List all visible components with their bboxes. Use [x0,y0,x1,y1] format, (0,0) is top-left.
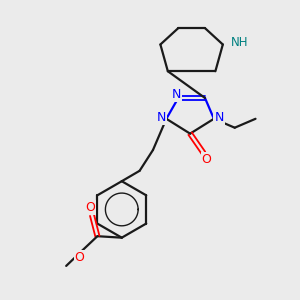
Text: O: O [75,251,85,264]
Text: NH: NH [231,37,249,50]
Text: O: O [202,153,212,166]
Text: N: N [214,111,224,124]
Text: O: O [85,201,95,214]
Text: N: N [172,88,182,101]
Text: N: N [157,111,166,124]
